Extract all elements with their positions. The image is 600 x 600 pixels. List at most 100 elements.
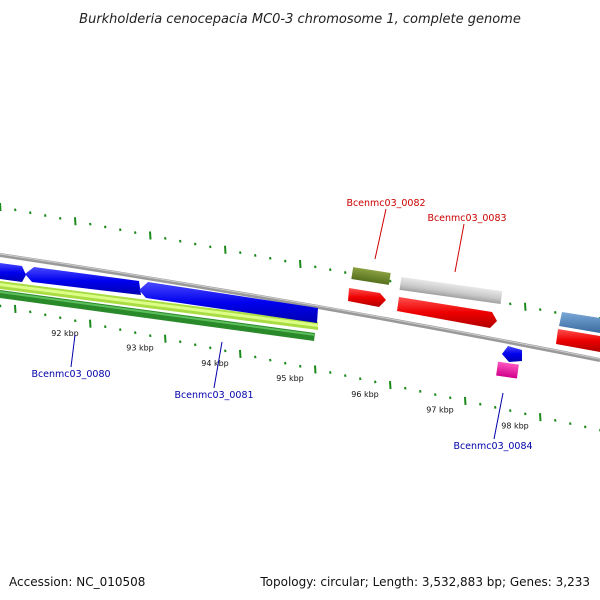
lower-minor-tick xyxy=(59,316,62,320)
kbp-tick-label: 92 kbp xyxy=(51,329,79,338)
upper-minor-tick xyxy=(344,271,347,274)
upper-minor-tick xyxy=(239,251,242,255)
lower-minor-tick xyxy=(299,364,302,368)
upper-minor-tick xyxy=(284,259,287,263)
upper-minor-tick xyxy=(14,208,17,212)
lower-minor-tick xyxy=(254,355,257,359)
upper-minor-tick xyxy=(119,228,122,232)
upper-minor-tick xyxy=(89,222,92,226)
lower-minor-tick xyxy=(209,346,212,350)
callout-line-0084 xyxy=(493,392,504,440)
lower-minor-tick xyxy=(434,393,437,397)
gene-red-0082[interactable] xyxy=(348,288,386,307)
gene-blue-0080b[interactable] xyxy=(25,267,141,295)
genome-summary-text: Topology: circular; Length: 3,532,883 bp… xyxy=(259,575,590,589)
upper-major-tick xyxy=(0,202,2,212)
lower-minor-tick xyxy=(584,425,587,429)
lower-minor-tick xyxy=(119,328,122,332)
lower-minor-tick xyxy=(524,412,527,416)
upper-minor-tick xyxy=(509,302,512,306)
kbp-tick-label: 93 kbp xyxy=(126,344,154,353)
feature-band-lightgreen xyxy=(0,281,318,330)
gene-label-0082[interactable]: Bcenmc03_0082 xyxy=(346,198,425,209)
upper-minor-tick xyxy=(539,308,542,312)
gene-label-0084[interactable]: Bcenmc03_0084 xyxy=(453,441,532,452)
upper-minor-tick xyxy=(29,211,32,215)
gene-red-0083[interactable] xyxy=(397,297,497,328)
lower-minor-tick xyxy=(284,361,287,365)
lower-minor-tick xyxy=(554,418,557,422)
lower-major-tick xyxy=(14,304,17,313)
lower-minor-tick xyxy=(104,325,107,329)
kbp-tick-label: 98 kbp xyxy=(501,422,529,431)
gene-label-0081[interactable]: Bcenmc03_0081 xyxy=(174,390,253,401)
upper-major-tick xyxy=(74,217,77,226)
lower-minor-tick xyxy=(509,409,512,413)
upper-minor-tick xyxy=(134,231,137,235)
lower-tick-track: 92 kbp 93 kbp 94 kbp 95 kbp 96 kbp 97 kbp 98 k… xyxy=(0,304,600,432)
upper-major-tick xyxy=(224,245,227,254)
lower-major-tick xyxy=(239,349,242,359)
gene-steel-right[interactable] xyxy=(559,312,600,333)
lower-minor-tick xyxy=(44,313,47,317)
lower-minor-tick xyxy=(224,349,227,353)
upper-major-tick xyxy=(524,302,527,311)
gene-magenta-0084[interactable] xyxy=(496,361,519,379)
upper-major-tick xyxy=(299,259,302,269)
lower-minor-tick xyxy=(194,343,197,347)
map-title: Burkholderia cenocepacia MC0-3 chromosom… xyxy=(79,12,521,27)
lower-major-tick xyxy=(89,319,92,328)
gene-label-0080[interactable]: Bcenmc03_0080 xyxy=(31,369,110,380)
upper-minor-tick xyxy=(254,254,257,257)
lower-minor-tick xyxy=(359,377,362,381)
gene-olive-0082[interactable] xyxy=(351,267,391,285)
callout-line-0083 xyxy=(454,223,465,273)
lower-minor-tick xyxy=(374,380,377,384)
upper-minor-tick xyxy=(314,265,317,269)
lower-minor-tick xyxy=(404,386,407,390)
feature-band-darkgreen xyxy=(0,290,315,341)
lower-minor-tick xyxy=(329,371,332,374)
upper-minor-tick xyxy=(164,236,167,240)
kbp-tick-label: 95 kbp xyxy=(276,374,304,383)
lower-major-tick xyxy=(464,396,467,406)
accession-text: Accession: NC_010508 xyxy=(9,575,145,589)
lower-minor-tick xyxy=(74,319,77,323)
callout-line-0082 xyxy=(374,208,387,260)
lower-minor-tick xyxy=(569,422,572,426)
gene-gray-0083[interactable] xyxy=(399,276,503,305)
lower-minor-tick xyxy=(0,304,2,308)
gene-label-0083[interactable]: Bcenmc03_0083 xyxy=(427,213,506,224)
upper-minor-tick xyxy=(179,239,182,243)
upper-minor-tick xyxy=(389,279,392,283)
kbp-tick-label: 94 kbp xyxy=(201,359,229,368)
lower-major-tick xyxy=(164,334,167,343)
upper-minor-tick xyxy=(269,256,272,260)
lower-minor-tick xyxy=(449,396,452,400)
kbp-tick-label: 96 kbp xyxy=(351,390,379,399)
upper-major-tick xyxy=(149,231,152,240)
lower-major-tick xyxy=(539,413,542,422)
upper-minor-tick xyxy=(209,245,212,249)
lower-major-tick xyxy=(314,365,317,374)
upper-minor-tick xyxy=(104,225,107,229)
upper-minor-tick xyxy=(329,268,332,272)
upper-minor-tick xyxy=(44,214,47,217)
upper-minor-tick xyxy=(59,216,62,220)
backbone-line xyxy=(0,253,600,362)
lower-minor-tick xyxy=(179,340,182,344)
lower-minor-tick xyxy=(134,331,137,335)
lower-minor-tick xyxy=(269,358,272,362)
gene-blue-0084[interactable] xyxy=(502,346,522,362)
gene-red-right[interactable] xyxy=(556,329,600,352)
upper-minor-tick xyxy=(554,311,557,314)
lower-major-tick xyxy=(389,381,392,390)
lower-minor-tick xyxy=(494,406,497,409)
lower-minor-tick xyxy=(29,310,32,314)
upper-minor-tick xyxy=(194,242,197,246)
gene-blue-0080[interactable] xyxy=(0,263,26,282)
lower-minor-tick xyxy=(479,402,482,406)
kbp-tick-label: 97 kbp xyxy=(426,406,454,415)
gene-blue-0081[interactable] xyxy=(139,282,318,323)
